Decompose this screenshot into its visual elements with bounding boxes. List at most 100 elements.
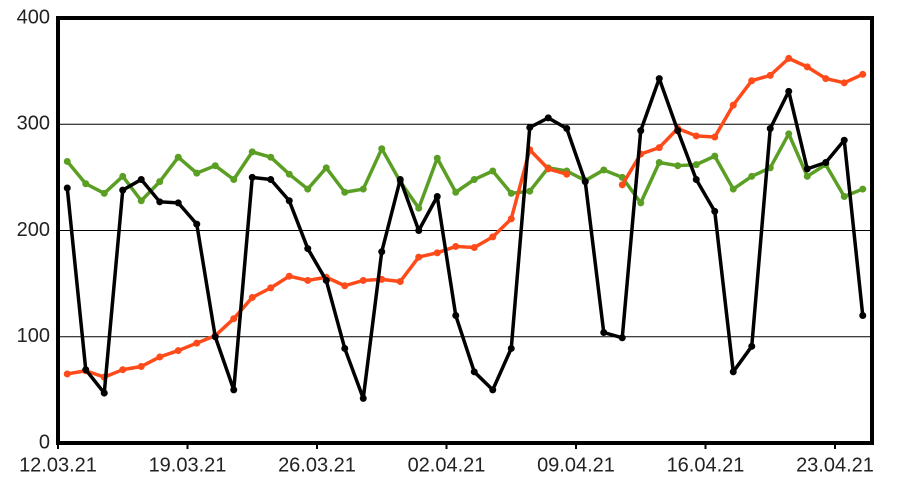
y-tick-label: 200	[17, 219, 50, 241]
data-point	[711, 152, 719, 160]
data-point	[267, 176, 275, 183]
data-point	[378, 145, 386, 153]
data-point	[618, 334, 626, 342]
data-point	[803, 165, 811, 173]
data-point	[840, 136, 848, 144]
data-point	[119, 186, 127, 194]
data-point	[859, 185, 867, 193]
data-point	[119, 172, 127, 180]
data-point	[507, 189, 515, 197]
data-point	[322, 164, 330, 172]
data-point	[433, 154, 441, 162]
y-tick-label: 0	[39, 431, 50, 453]
data-point	[452, 242, 460, 250]
data-point	[304, 185, 312, 193]
data-point	[692, 161, 700, 169]
data-point	[378, 248, 386, 256]
data-point	[748, 77, 756, 85]
data-point	[211, 162, 219, 170]
series-line	[66, 56, 864, 379]
data-point	[433, 249, 441, 257]
data-point	[822, 159, 830, 166]
x-tick-label: 09.04.21	[537, 454, 615, 476]
data-point	[692, 176, 700, 183]
data-point	[655, 144, 663, 152]
data-point	[526, 123, 534, 131]
data-point	[544, 165, 552, 173]
data-point	[359, 394, 367, 402]
data-point	[859, 312, 867, 319]
data-point	[322, 276, 330, 284]
data-point	[433, 193, 441, 200]
data-point	[655, 75, 663, 83]
data-point	[544, 114, 552, 122]
data-point	[470, 368, 478, 376]
data-point	[618, 181, 626, 189]
data-point	[285, 197, 293, 205]
series-line	[65, 76, 865, 401]
data-point	[581, 178, 589, 186]
data-point	[674, 162, 682, 170]
data-point	[637, 127, 645, 135]
data-point	[359, 185, 367, 193]
x-tick-label: 19.03.21	[149, 454, 227, 476]
data-point	[840, 193, 848, 200]
data-point	[692, 132, 700, 140]
data-point	[63, 157, 71, 165]
data-point	[156, 353, 164, 361]
data-point	[82, 366, 90, 374]
data-point	[785, 87, 793, 95]
data-point	[415, 227, 423, 234]
data-point	[415, 253, 423, 261]
x-tick-label: 02.04.21	[408, 454, 486, 476]
x-tick-label: 12.03.21	[19, 454, 97, 476]
data-point	[489, 233, 497, 241]
data-point	[840, 79, 848, 87]
data-point	[341, 344, 349, 352]
data-point	[711, 207, 719, 215]
data-point	[452, 312, 460, 319]
data-point	[82, 180, 90, 188]
data-point	[359, 276, 367, 284]
y-tick-label: 400	[17, 6, 50, 28]
data-point	[230, 386, 238, 394]
data-point	[711, 133, 719, 141]
data-point	[785, 130, 793, 138]
data-point	[63, 370, 71, 378]
data-point	[415, 204, 423, 212]
data-point	[563, 170, 571, 178]
data-point	[156, 178, 164, 186]
data-point	[230, 315, 238, 323]
data-point	[211, 333, 219, 341]
y-tick-label: 100	[17, 325, 50, 347]
data-point	[729, 101, 737, 109]
data-point	[63, 184, 71, 192]
data-point	[729, 185, 737, 193]
data-point	[267, 284, 275, 292]
data-point	[748, 172, 756, 180]
data-point	[637, 199, 645, 207]
data-point	[285, 170, 293, 178]
data-point	[396, 176, 404, 183]
data-point	[803, 172, 811, 180]
data-point	[674, 127, 682, 135]
data-point	[304, 276, 312, 284]
data-point	[248, 148, 256, 156]
data-point	[174, 347, 182, 355]
data-point	[785, 54, 793, 62]
data-point	[748, 342, 756, 350]
data-point	[489, 167, 497, 175]
data-point	[193, 339, 201, 347]
x-tick-label: 16.04.21	[667, 454, 745, 476]
data-point	[174, 153, 182, 161]
x-tick-label: 23.04.21	[796, 454, 874, 476]
data-point	[507, 344, 515, 352]
data-point	[803, 63, 811, 71]
data-point	[470, 176, 478, 183]
data-point	[341, 282, 349, 290]
plot-frame	[56, 16, 874, 445]
data-point	[489, 386, 497, 394]
data-point	[766, 125, 774, 132]
